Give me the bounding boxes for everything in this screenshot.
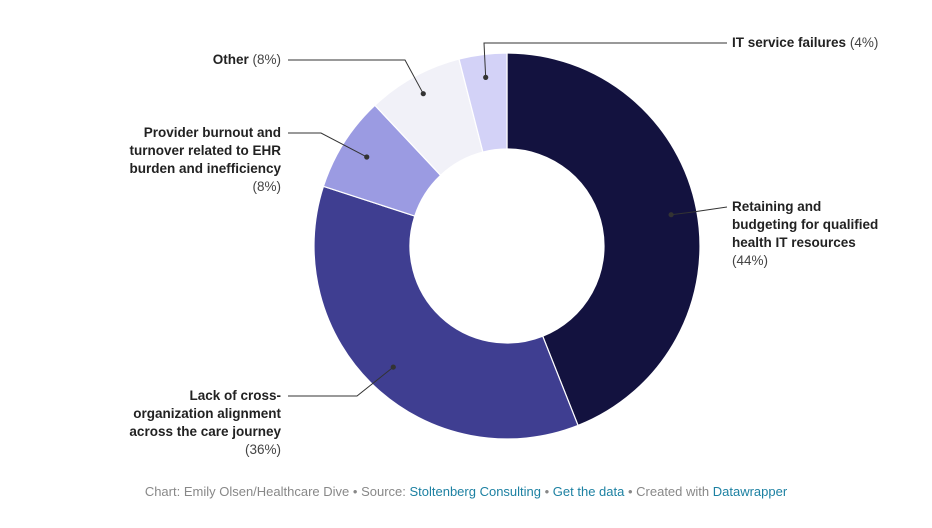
leader-dot-provider-burnout-and-turnover-related-to-ehr-burden-and-inefficiency: [364, 154, 370, 160]
label-line: burden and inefficiency: [129, 161, 281, 176]
label-retaining-budgeting: Retaining and budgeting for qualified he…: [732, 198, 878, 270]
leader-line-other: [288, 59, 424, 94]
leader-line-provider-burnout-and-turnover-related-to-ehr-burden-and-inefficiency: [288, 132, 367, 158]
footer-credit: Chart: Emily Olsen/Healthcare Dive: [144, 484, 350, 499]
label-line: Lack of cross-: [189, 388, 281, 403]
leader-line-lack-of-cross-organization-alignment-across-the-care-journey: [288, 366, 394, 397]
label-it-service-failures: IT service failures (4%): [732, 34, 878, 52]
chart-footer: Chart: Emily Olsen/Healthcare Dive • Sou…: [0, 484, 932, 499]
label-name: IT service failures: [732, 35, 847, 50]
label-name: Other: [212, 52, 249, 67]
leader-dot-it-service-failures: [483, 74, 489, 80]
leader-dot-lack-of-cross-organization-alignment-across-the-care-journey: [390, 364, 396, 370]
leader-dot-other: [420, 91, 426, 97]
label-pct: (36%): [244, 442, 281, 457]
label-provider-burnout: Provider burnout and turnover related to…: [129, 124, 281, 196]
donut-slices: [313, 52, 701, 440]
label-line: turnover related to EHR: [129, 143, 281, 158]
leader-dot-retaining-and-budgeting-for-qualified-health-it-resources: [668, 212, 674, 218]
datawrapper-link[interactable]: Datawrapper: [712, 484, 788, 499]
slice-retaining-and-budgeting-for-qualified-health-it-resources: [506, 52, 701, 427]
leader-line-retaining-and-budgeting-for-qualified-health-it-resources: [671, 206, 728, 216]
label-line: organization alignment: [133, 406, 281, 421]
label-line: across the care journey: [129, 424, 281, 439]
footer-separator: •: [541, 484, 553, 499]
source-link[interactable]: Stoltenberg Consulting: [409, 484, 542, 499]
label-other: Other (8%): [213, 51, 281, 69]
label-pct: (4%): [849, 35, 879, 50]
label-line: Retaining and: [732, 199, 822, 214]
label-line: health IT resources: [732, 235, 856, 250]
footer-separator: •: [624, 484, 637, 499]
leader-line-it-service-failures: [483, 42, 727, 78]
label-pct: (8%): [252, 179, 281, 194]
footer-created-prefix: Created with: [636, 484, 713, 499]
footer-separator: •: [349, 484, 362, 499]
footer-source-prefix: Source:: [361, 484, 410, 499]
label-line: budgeting for qualified: [732, 217, 879, 232]
slice-lack-of-cross-organization-alignment-across-the-care-journey: [313, 185, 579, 440]
leader-lines: [288, 42, 728, 397]
label-pct: (44%): [732, 253, 769, 268]
slice-it-service-failures: [458, 52, 508, 153]
label-pct: (8%): [252, 52, 281, 67]
get-the-data-link[interactable]: Get the data: [552, 484, 625, 499]
label-lack-of-alignment: Lack of cross- organization alignment ac…: [129, 387, 281, 459]
label-line: Provider burnout and: [143, 125, 281, 140]
